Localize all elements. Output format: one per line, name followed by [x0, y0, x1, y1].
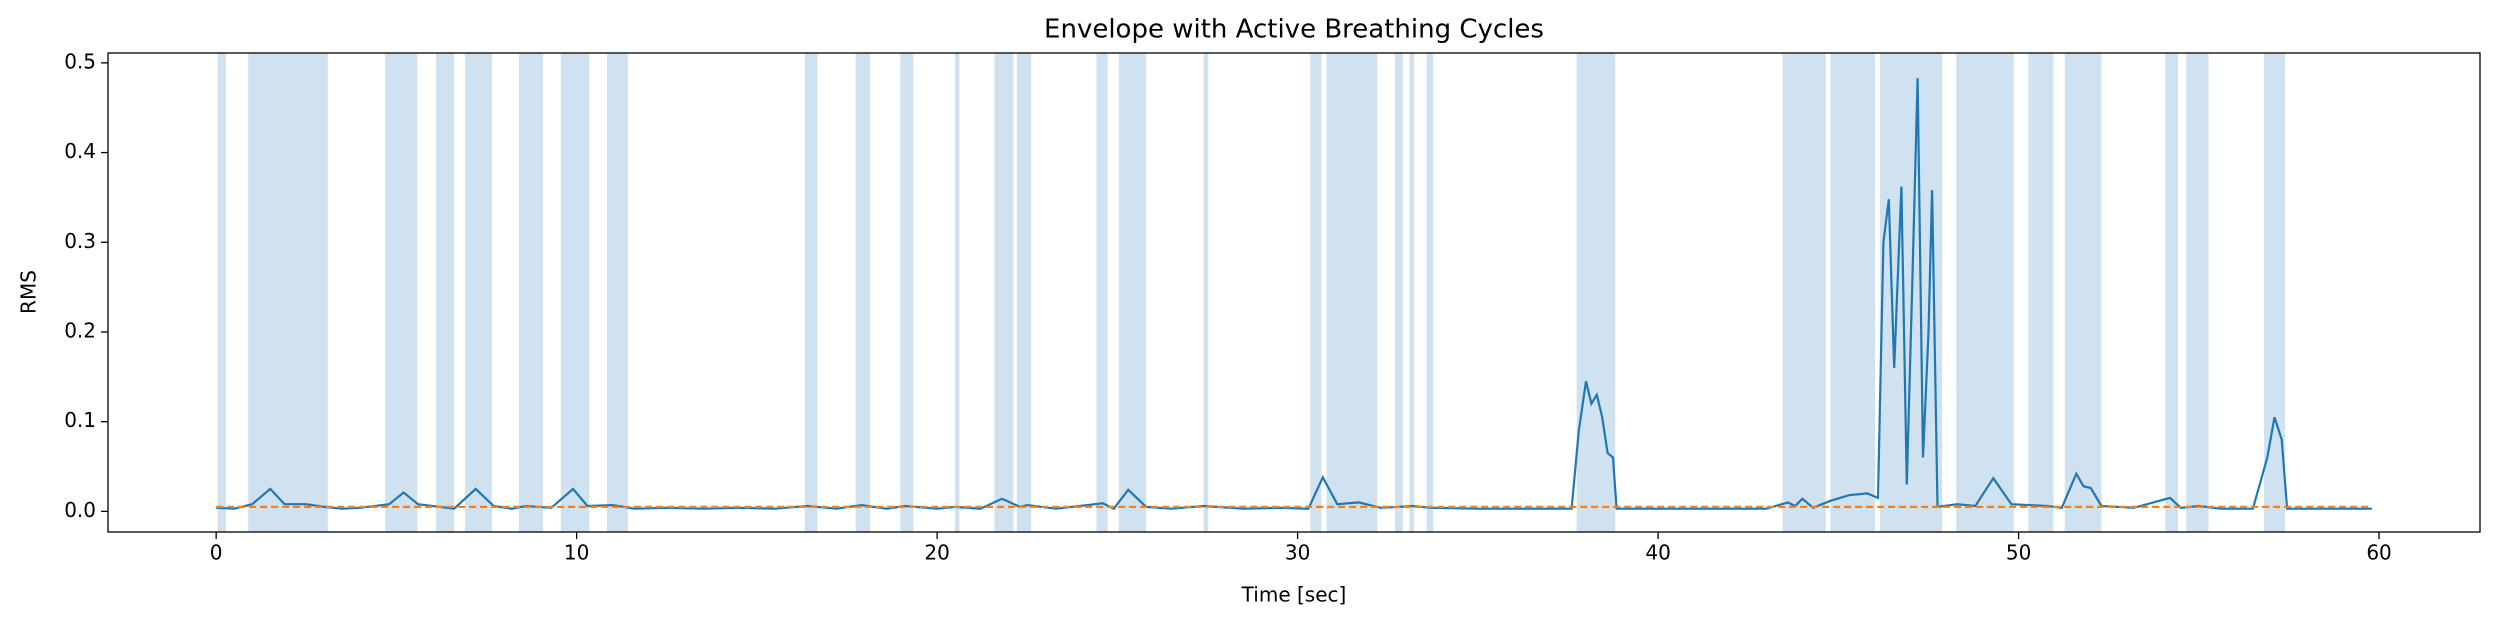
active-span	[994, 53, 1014, 532]
x-tick-label: 10	[564, 541, 589, 565]
active-span	[2028, 53, 2054, 532]
x-tick-label: 0	[210, 541, 223, 565]
active-span	[2064, 53, 2102, 532]
y-tick-label: 0.3	[64, 229, 96, 253]
active-span	[954, 53, 960, 532]
y-tick-label: 0.5	[64, 49, 96, 73]
active-span	[1576, 53, 1616, 532]
y-tick-label: 0.4	[64, 139, 96, 163]
active-span	[385, 53, 418, 532]
x-axis-label: Time [sec]	[1241, 583, 1347, 607]
active-span	[1118, 53, 1147, 532]
active-span	[1096, 53, 1108, 532]
active-span	[1326, 53, 1378, 532]
chart-title: Envelope with Active Breathing Cycles	[1044, 15, 1544, 45]
y-axis-label: RMS	[17, 270, 41, 314]
x-tick-label: 20	[924, 541, 949, 565]
active-span	[1409, 53, 1415, 532]
y-tick-label: 0.1	[64, 408, 96, 432]
active-span	[1426, 53, 1434, 532]
x-tick-label: 50	[2006, 541, 2031, 565]
active-span	[1782, 53, 1826, 532]
active-span	[1016, 53, 1032, 532]
active-span	[2186, 53, 2209, 532]
active-span	[560, 53, 590, 532]
active-span	[1310, 53, 1322, 532]
y-tick-label: 0.2	[64, 318, 96, 342]
active-span	[2264, 53, 2285, 532]
active-span	[436, 53, 455, 532]
active-span	[217, 53, 226, 532]
active-span	[606, 53, 628, 532]
active-span	[1956, 53, 2014, 532]
x-tick-label: 40	[1645, 541, 1670, 565]
active-span	[464, 53, 492, 532]
active-span	[900, 53, 914, 532]
x-tick-label: 30	[1285, 541, 1310, 565]
active-span	[855, 53, 871, 532]
active-span	[2165, 53, 2178, 532]
y-tick-label: 0.0	[64, 498, 96, 522]
active-span	[248, 53, 328, 532]
active-span	[1203, 53, 1209, 532]
series-line	[216, 78, 2372, 511]
x-tick-label: 60	[2366, 541, 2391, 565]
active-span	[1830, 53, 1876, 532]
active-span	[804, 53, 818, 532]
plot-frame	[107, 52, 2481, 533]
active-span	[518, 53, 544, 532]
active-span	[1394, 53, 1403, 532]
